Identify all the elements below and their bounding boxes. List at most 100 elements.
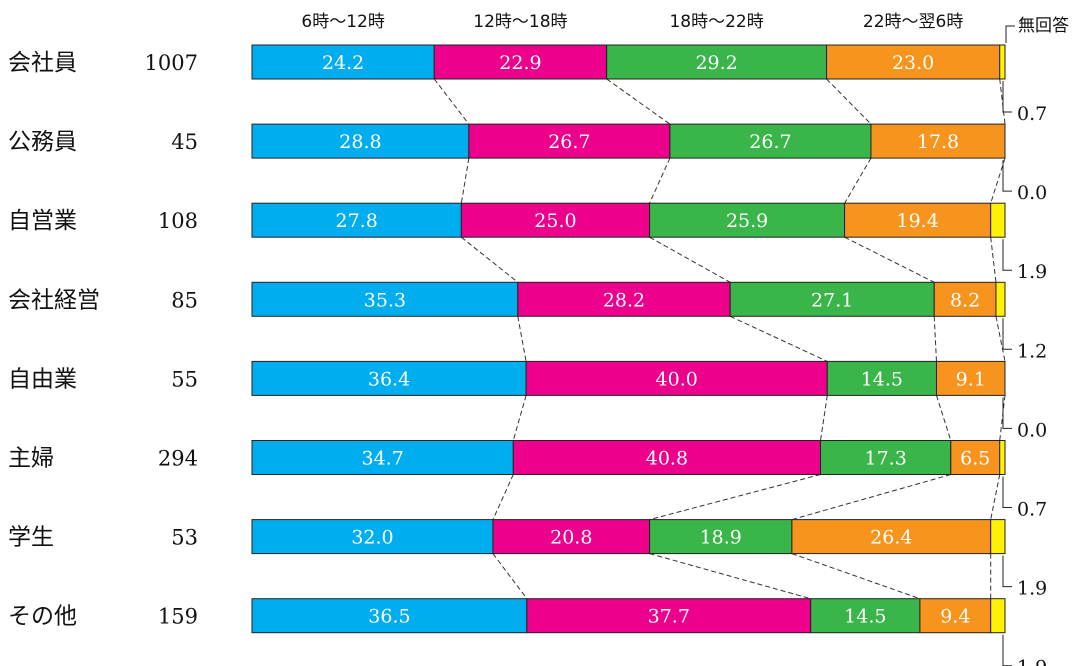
category-label: 会社経営	[8, 287, 100, 313]
data-label: 34.7	[361, 448, 403, 470]
connector-line	[999, 78, 1006, 125]
count-label: 1007	[145, 51, 198, 75]
bar-segment	[990, 519, 1006, 555]
bar-segment	[606, 44, 828, 80]
bar-segment	[810, 598, 921, 634]
bar-segment	[251, 598, 528, 634]
noanswer-leader-line	[1002, 239, 1012, 271]
bar-segment	[251, 360, 527, 396]
noanswer-label: 1.9	[1017, 261, 1047, 283]
data-label: 25.0	[534, 210, 576, 232]
data-label: 14.5	[844, 606, 886, 628]
data-label: 17.8	[917, 131, 959, 153]
noanswer-leader-line	[1002, 81, 1012, 113]
data-label: 26.7	[749, 131, 791, 153]
connector-line	[649, 553, 811, 600]
noanswer-leader-line	[1002, 476, 1012, 508]
connector-line	[649, 474, 821, 521]
connector-line	[512, 395, 527, 441]
data-label: 8.2	[950, 289, 980, 311]
noanswer-label: 0.7	[1017, 103, 1047, 125]
data-label: 29.2	[695, 52, 737, 74]
category-label: その他	[8, 604, 77, 630]
noanswer-leader-line	[1002, 634, 1012, 666]
data-label: 26.7	[548, 131, 590, 153]
connector-line	[433, 78, 470, 125]
noanswer-label: 1.2	[1017, 340, 1047, 362]
bar-segment	[990, 598, 1006, 634]
bar-segment	[870, 123, 1006, 159]
category-label: 学生	[8, 525, 54, 551]
bar-segment	[935, 360, 1006, 396]
data-label: 17.3	[864, 448, 906, 470]
data-label: 28.8	[339, 131, 381, 153]
bar-segment	[844, 202, 992, 238]
legend-noanswer-leader	[1005, 25, 1015, 43]
bar-segment	[990, 202, 1006, 238]
bar-segment	[999, 440, 1006, 475]
data-label: 26.4	[870, 527, 912, 549]
count-label: 85	[171, 288, 198, 312]
connector-line	[820, 395, 828, 441]
bar-segment	[251, 123, 470, 159]
bar-segment	[512, 440, 822, 475]
connector-line	[492, 474, 514, 520]
noanswer-label: 1.9	[1017, 578, 1047, 600]
bar-segment	[933, 281, 997, 317]
data-label: 6.5	[960, 448, 990, 470]
data-label: 9.4	[940, 606, 970, 628]
data-label: 35.3	[364, 289, 406, 311]
data-label: 37.7	[648, 606, 690, 628]
bar-segment	[251, 202, 462, 238]
legend-label-3: 18時〜22時	[669, 12, 763, 32]
bar-segment	[820, 440, 952, 475]
data-label: 9.1	[956, 368, 986, 390]
category-label: 公務員	[8, 129, 77, 155]
count-label: 108	[158, 209, 198, 233]
bar-segment	[251, 44, 435, 80]
connector-line	[791, 553, 921, 600]
bar-segment	[791, 519, 992, 555]
category-label: 会社員	[8, 50, 77, 76]
category-label: 自由業	[8, 366, 77, 392]
connector-line	[844, 236, 935, 283]
connector-line	[460, 158, 470, 204]
count-label: 55	[171, 367, 198, 391]
legend-label-1: 6時〜12時	[301, 12, 384, 32]
noanswer-label: 1.9	[1017, 657, 1047, 666]
legend-label-4: 22時〜翌6時	[863, 12, 963, 32]
connector-line	[990, 237, 997, 283]
data-label: 18.9	[700, 527, 742, 549]
data-label: 25.9	[726, 210, 768, 232]
bar-segment	[649, 519, 793, 555]
data-label: 40.8	[646, 448, 688, 470]
connector-line	[492, 553, 528, 600]
connector-line	[990, 474, 1001, 520]
bar-segment	[525, 360, 828, 396]
connector-line	[606, 78, 671, 125]
data-label: 19.4	[896, 210, 938, 232]
noanswer-leader-line	[1002, 555, 1012, 588]
connector-line	[517, 316, 527, 362]
connector-line	[729, 315, 828, 362]
bar-segment	[251, 519, 494, 555]
connector-line	[826, 78, 872, 125]
noanswer-label: 0.0	[1017, 182, 1047, 204]
noanswer-leader-line	[1002, 318, 1012, 350]
count-label: 45	[171, 130, 198, 154]
connector-line	[649, 236, 731, 283]
bar-segment	[251, 281, 519, 317]
data-label: 40.0	[656, 368, 698, 390]
connector-line	[844, 157, 872, 204]
noanswer-leader-line	[1002, 160, 1012, 192]
data-label: 36.5	[368, 606, 410, 628]
bar-segment	[517, 281, 731, 317]
legend-label-5: 無回答	[1018, 16, 1069, 36]
connector-line	[933, 316, 937, 362]
bar-segment	[669, 123, 872, 159]
data-label: 32.0	[351, 527, 393, 549]
bar-segment	[251, 440, 514, 475]
noanswer-leader-line	[1002, 397, 1012, 429]
data-label: 27.8	[336, 210, 378, 232]
